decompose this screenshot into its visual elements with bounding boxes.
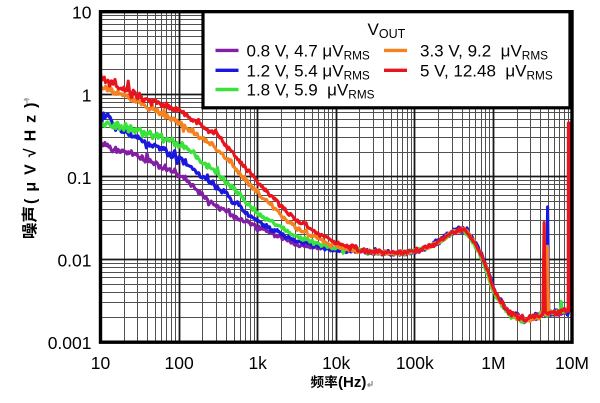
svg-text:5 V, 12.48 μVRMS: 5 V, 12.48 μVRMS (420, 61, 553, 82)
svg-text:1k: 1k (248, 353, 267, 373)
svg-text:10: 10 (72, 3, 92, 23)
svg-text:0.8 V, 4.7 μVRMS: 0.8 V, 4.7 μVRMS (247, 41, 370, 62)
svg-text:1: 1 (82, 85, 92, 105)
svg-text:0.01: 0.01 (57, 251, 91, 271)
svg-text:(μV√Hz): (μV√Hz) (23, 96, 40, 204)
svg-text:100: 100 (164, 353, 193, 373)
svg-text:10: 10 (91, 353, 111, 373)
svg-text:(Hz): (Hz) (338, 374, 366, 391)
svg-text:0.001: 0.001 (48, 333, 92, 353)
svg-text:1.8 V, 5.9 μVRMS: 1.8 V, 5.9 μVRMS (247, 81, 375, 102)
svg-text:3.3 V, 9.2 μVRMS: 3.3 V, 9.2 μVRMS (420, 41, 548, 62)
svg-text:1M: 1M (481, 353, 505, 373)
svg-text:100k: 100k (396, 353, 434, 373)
svg-text:10k: 10k (322, 353, 350, 373)
svg-text:10M: 10M (555, 353, 589, 373)
svg-text:0.1: 0.1 (67, 168, 91, 188)
svg-text:1.2 V, 5.4 μVRMS: 1.2 V, 5.4 μVRMS (247, 61, 370, 82)
